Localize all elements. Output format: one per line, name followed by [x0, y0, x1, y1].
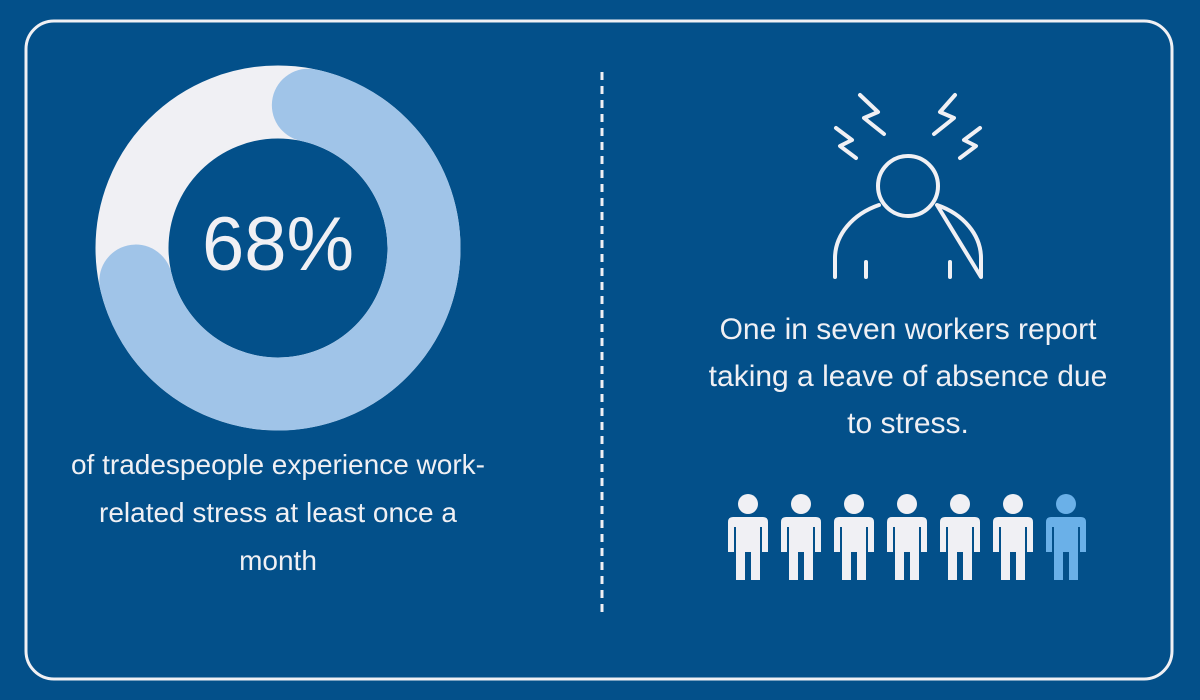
person-icon — [834, 494, 874, 580]
right-caption: One in seven workers report taking a lea… — [708, 313, 1108, 440]
person-icon — [1046, 494, 1086, 580]
percent-label: 68% — [201, 202, 355, 287]
left-caption: of tradespeople experience work-related … — [70, 449, 485, 576]
person-icon — [940, 494, 980, 580]
person-icon — [993, 494, 1033, 580]
frame — [24, 19, 1174, 681]
person-icon — [887, 494, 927, 580]
person-icon — [781, 494, 821, 580]
person-icon — [728, 494, 768, 580]
stress-icon — [833, 93, 983, 279]
people-row — [728, 494, 1086, 580]
donut-arc — [95, 65, 461, 431]
